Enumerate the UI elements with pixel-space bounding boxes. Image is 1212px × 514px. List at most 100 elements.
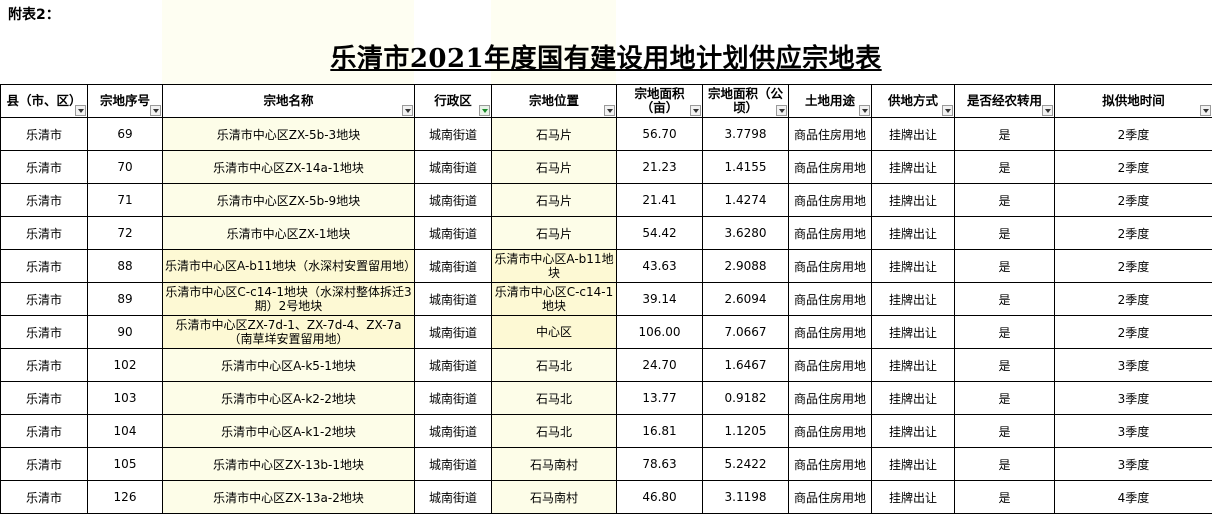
area-mu-cell[interactable]: 54.42 <box>617 217 703 250</box>
area-hectare-cell[interactable]: 1.1205 <box>703 415 789 448</box>
parcel-location-cell[interactable]: 石马北 <box>492 349 617 382</box>
parcel-location-cell[interactable]: 石马南村 <box>492 448 617 481</box>
district-cell[interactable]: 城南街道 <box>415 283 492 316</box>
filter-dropdown-icon[interactable] <box>942 105 953 116</box>
parcel-location-cell[interactable]: 乐清市中心区A-b11地块 <box>492 250 617 283</box>
supply-method-cell[interactable]: 挂牌出让 <box>872 382 955 415</box>
parcel-name-cell[interactable]: 乐清市中心区A-k2-2地块 <box>163 382 415 415</box>
county-cell[interactable]: 乐清市 <box>1 382 88 415</box>
county-cell[interactable]: 乐清市 <box>1 217 88 250</box>
supply-time-cell[interactable]: 2季度 <box>1055 184 1212 217</box>
filter-dropdown-icon[interactable] <box>690 105 701 116</box>
supply-method-cell[interactable]: 挂牌出让 <box>872 217 955 250</box>
area-hectare-cell[interactable]: 3.1198 <box>703 481 789 514</box>
filter-dropdown-icon[interactable] <box>75 105 86 116</box>
district-cell[interactable]: 城南街道 <box>415 448 492 481</box>
county-cell[interactable]: 乐清市 <box>1 184 88 217</box>
district-cell[interactable]: 城南街道 <box>415 118 492 151</box>
land-use-cell[interactable]: 商品住房用地 <box>789 217 872 250</box>
supply-time-cell[interactable]: 4季度 <box>1055 481 1212 514</box>
land-use-cell[interactable]: 商品住房用地 <box>789 415 872 448</box>
supply-method-cell[interactable]: 挂牌出让 <box>872 283 955 316</box>
parcel-location-cell[interactable]: 乐清市中心区C-c14-1地块 <box>492 283 617 316</box>
parcel-number-cell[interactable]: 103 <box>88 382 163 415</box>
land-use-cell[interactable]: 商品住房用地 <box>789 184 872 217</box>
area-hectare-cell[interactable]: 0.9182 <box>703 382 789 415</box>
supply-method-cell[interactable]: 挂牌出让 <box>872 481 955 514</box>
parcel-number-cell[interactable]: 70 <box>88 151 163 184</box>
area-hectare-cell[interactable]: 1.6467 <box>703 349 789 382</box>
farmland-conversion-cell[interactable]: 是 <box>955 415 1055 448</box>
county-cell[interactable]: 乐清市 <box>1 481 88 514</box>
area-hectare-cell[interactable]: 7.0667 <box>703 316 789 349</box>
area-mu-cell[interactable]: 106.00 <box>617 316 703 349</box>
supply-time-cell[interactable]: 2季度 <box>1055 217 1212 250</box>
district-cell[interactable]: 城南街道 <box>415 184 492 217</box>
filter-dropdown-icon[interactable] <box>1042 105 1053 116</box>
area-mu-cell[interactable]: 21.41 <box>617 184 703 217</box>
district-cell[interactable]: 城南街道 <box>415 151 492 184</box>
parcel-name-cell[interactable]: 乐清市中心区A-k1-2地块 <box>163 415 415 448</box>
area-hectare-cell[interactable]: 3.6280 <box>703 217 789 250</box>
parcel-number-cell[interactable]: 71 <box>88 184 163 217</box>
district-cell[interactable]: 城南街道 <box>415 382 492 415</box>
county-cell[interactable]: 乐清市 <box>1 118 88 151</box>
parcel-location-cell[interactable]: 石马北 <box>492 415 617 448</box>
parcel-number-cell[interactable]: 104 <box>88 415 163 448</box>
land-use-cell[interactable]: 商品住房用地 <box>789 118 872 151</box>
supply-method-cell[interactable]: 挂牌出让 <box>872 415 955 448</box>
parcel-location-cell[interactable]: 石马片 <box>492 151 617 184</box>
land-use-cell[interactable]: 商品住房用地 <box>789 151 872 184</box>
land-use-cell[interactable]: 商品住房用地 <box>789 250 872 283</box>
supply-time-cell[interactable]: 3季度 <box>1055 415 1212 448</box>
area-hectare-cell[interactable]: 2.6094 <box>703 283 789 316</box>
supply-method-cell[interactable]: 挂牌出让 <box>872 118 955 151</box>
parcel-name-cell[interactable]: 乐清市中心区ZX-13b-1地块 <box>163 448 415 481</box>
parcel-number-cell[interactable]: 90 <box>88 316 163 349</box>
land-use-cell[interactable]: 商品住房用地 <box>789 382 872 415</box>
area-mu-cell[interactable]: 78.63 <box>617 448 703 481</box>
parcel-number-cell[interactable]: 105 <box>88 448 163 481</box>
filter-active-icon[interactable] <box>479 105 490 116</box>
supply-method-cell[interactable]: 挂牌出让 <box>872 184 955 217</box>
land-use-cell[interactable]: 商品住房用地 <box>789 283 872 316</box>
supply-method-cell[interactable]: 挂牌出让 <box>872 151 955 184</box>
district-cell[interactable]: 城南街道 <box>415 349 492 382</box>
filter-dropdown-icon[interactable] <box>150 105 161 116</box>
area-mu-cell[interactable]: 56.70 <box>617 118 703 151</box>
area-hectare-cell[interactable]: 2.9088 <box>703 250 789 283</box>
area-mu-cell[interactable]: 21.23 <box>617 151 703 184</box>
parcel-location-cell[interactable]: 石马片 <box>492 184 617 217</box>
filter-dropdown-icon[interactable] <box>604 105 615 116</box>
supply-time-cell[interactable]: 2季度 <box>1055 250 1212 283</box>
land-use-cell[interactable]: 商品住房用地 <box>789 316 872 349</box>
farmland-conversion-cell[interactable]: 是 <box>955 448 1055 481</box>
parcel-name-cell[interactable]: 乐清市中心区A-b11地块（水深村安置留用地） <box>163 250 415 283</box>
county-cell[interactable]: 乐清市 <box>1 316 88 349</box>
area-hectare-cell[interactable]: 1.4274 <box>703 184 789 217</box>
parcel-name-cell[interactable]: 乐清市中心区ZX-14a-1地块 <box>163 151 415 184</box>
filter-dropdown-icon[interactable] <box>402 105 413 116</box>
parcel-name-cell[interactable]: 乐清市中心区ZX-13a-2地块 <box>163 481 415 514</box>
parcel-location-cell[interactable]: 中心区 <box>492 316 617 349</box>
farmland-conversion-cell[interactable]: 是 <box>955 217 1055 250</box>
area-mu-cell[interactable]: 46.80 <box>617 481 703 514</box>
supply-method-cell[interactable]: 挂牌出让 <box>872 316 955 349</box>
farmland-conversion-cell[interactable]: 是 <box>955 151 1055 184</box>
area-mu-cell[interactable]: 13.77 <box>617 382 703 415</box>
farmland-conversion-cell[interactable]: 是 <box>955 382 1055 415</box>
farmland-conversion-cell[interactable]: 是 <box>955 349 1055 382</box>
parcel-location-cell[interactable]: 石马北 <box>492 382 617 415</box>
area-mu-cell[interactable]: 24.70 <box>617 349 703 382</box>
supply-time-cell[interactable]: 3季度 <box>1055 382 1212 415</box>
county-cell[interactable]: 乐清市 <box>1 349 88 382</box>
district-cell[interactable]: 城南街道 <box>415 481 492 514</box>
farmland-conversion-cell[interactable]: 是 <box>955 184 1055 217</box>
supply-time-cell[interactable]: 2季度 <box>1055 316 1212 349</box>
farmland-conversion-cell[interactable]: 是 <box>955 250 1055 283</box>
parcel-location-cell[interactable]: 石马南村 <box>492 481 617 514</box>
parcel-name-cell[interactable]: 乐清市中心区ZX-7d-1、ZX-7d-4、ZX-7a（南草垟安置留用地） <box>163 316 415 349</box>
parcel-number-cell[interactable]: 72 <box>88 217 163 250</box>
parcel-name-cell[interactable]: 乐清市中心区C-c14-1地块（水深村整体拆迁3期）2号地块 <box>163 283 415 316</box>
county-cell[interactable]: 乐清市 <box>1 283 88 316</box>
